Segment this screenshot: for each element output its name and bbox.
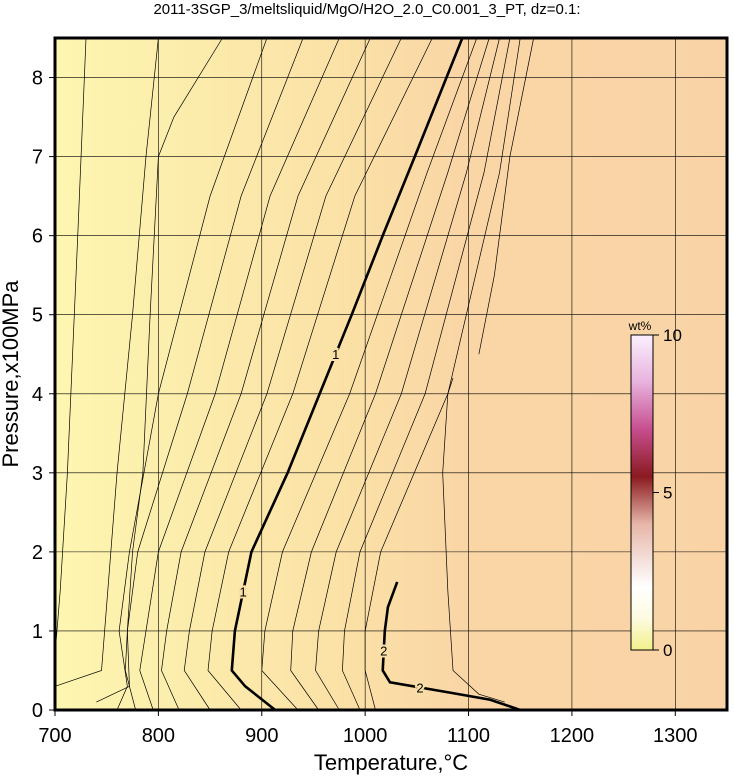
contour-line [207,37,433,711]
y-tick-label: 5 [32,305,43,327]
contour-label: 1 [240,584,247,599]
contour-line [261,37,478,711]
x-tick-label: 900 [245,725,278,747]
contour-line [96,37,223,703]
contour-line [315,37,500,711]
contour-line [116,37,268,711]
contour-label: 1 [332,347,339,362]
contour-label: 2 [416,680,423,695]
y-tick-label: 2 [32,542,43,564]
y-axis-label: Pressure,x100MPa [0,280,23,468]
contour-line [183,37,402,711]
contour-line [290,37,490,711]
frame [53,36,729,712]
x-tick-label: 1000 [343,725,388,747]
x-tick-label: 1200 [550,725,595,747]
contour-line [139,37,340,711]
contour-line-bold [230,37,464,712]
y-tick-label: 3 [32,463,43,485]
colorbar-tick-label: 0 [663,641,672,660]
colorbar-tick-label: 5 [663,484,672,503]
colorbar [630,334,654,651]
y-tick-label: 8 [32,68,43,90]
contour-line [342,37,511,711]
y-tick-label: 1 [32,621,43,643]
field [55,38,727,710]
contour-line [54,37,87,655]
x-tick-label: 1300 [653,725,698,747]
y-tick-label: 6 [32,226,43,248]
contour-line [364,37,521,711]
y-tick-label: 4 [32,384,43,406]
y-tick-label: 7 [32,147,43,169]
chart-title: 2011-3SGP_3/meltsliquid/MgO/H2O_2.0_C0.0… [153,1,580,18]
x-axis-label: Temperature,°C [314,750,468,775]
contour-line [54,37,159,687]
y-tick-label: 0 [32,700,43,722]
contour-line [442,377,505,703]
colorbar-title: wt% [628,319,652,333]
x-tick-label: 1100 [447,725,490,747]
contour-line [478,37,535,355]
contour-line-bold [381,581,521,712]
x-tick-label: 800 [142,725,175,747]
contour-line [161,37,371,711]
contour-label: 2 [380,644,387,659]
colorbar-tick-label: 10 [663,326,682,345]
x-tick-label: 700 [38,725,71,747]
